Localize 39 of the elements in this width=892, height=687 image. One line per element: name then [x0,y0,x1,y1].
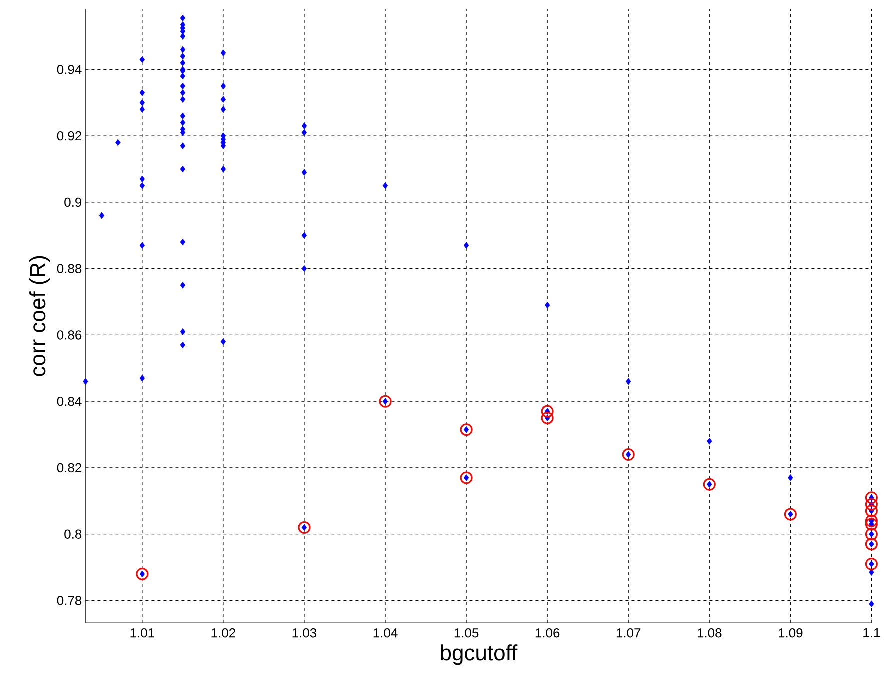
point [865,518,878,531]
y-tick-label: 0.9 [64,198,82,208]
point [865,514,878,528]
point [703,478,716,491]
point [865,492,878,504]
point [865,498,878,511]
point [541,412,554,424]
y-tick-label: 0.78 [57,596,82,606]
point [460,472,473,484]
x-axis-title: bgcutoff [441,644,518,666]
point [865,558,878,570]
point [622,448,635,461]
point [460,424,473,436]
point [541,405,554,418]
point [784,508,797,521]
y-tick-label: 0.86 [57,330,82,340]
x-tick-label: 1.1 [864,628,880,638]
y-tick-label: 0.88 [57,264,82,274]
x-tick-label: 1.05 [454,628,479,638]
point [379,395,392,408]
y-tick-label: 0.84 [57,397,82,406]
x-tick-label: 1.03 [292,628,317,638]
point [136,568,149,580]
y-tick-label: 0.8 [64,530,82,539]
x-tick-label: 1.07 [616,628,641,638]
point [865,504,878,518]
x-tick-label: 1.09 [779,628,803,638]
x-tick-label: 1.02 [212,628,236,638]
x-tick-label: 1.01 [130,628,154,638]
point [298,521,311,534]
x-tick-label: 1.04 [374,628,398,638]
point [865,538,878,551]
point [865,528,878,541]
y-tick-label: 0.92 [57,131,82,141]
x-tick-label: 1.06 [536,628,560,638]
y-tick-label: 0.82 [57,463,82,473]
y-tick-label: 0.94 [57,65,82,74]
y-axis-title: corr coef (R) [30,256,50,376]
x-tick-label: 1.08 [698,628,722,638]
